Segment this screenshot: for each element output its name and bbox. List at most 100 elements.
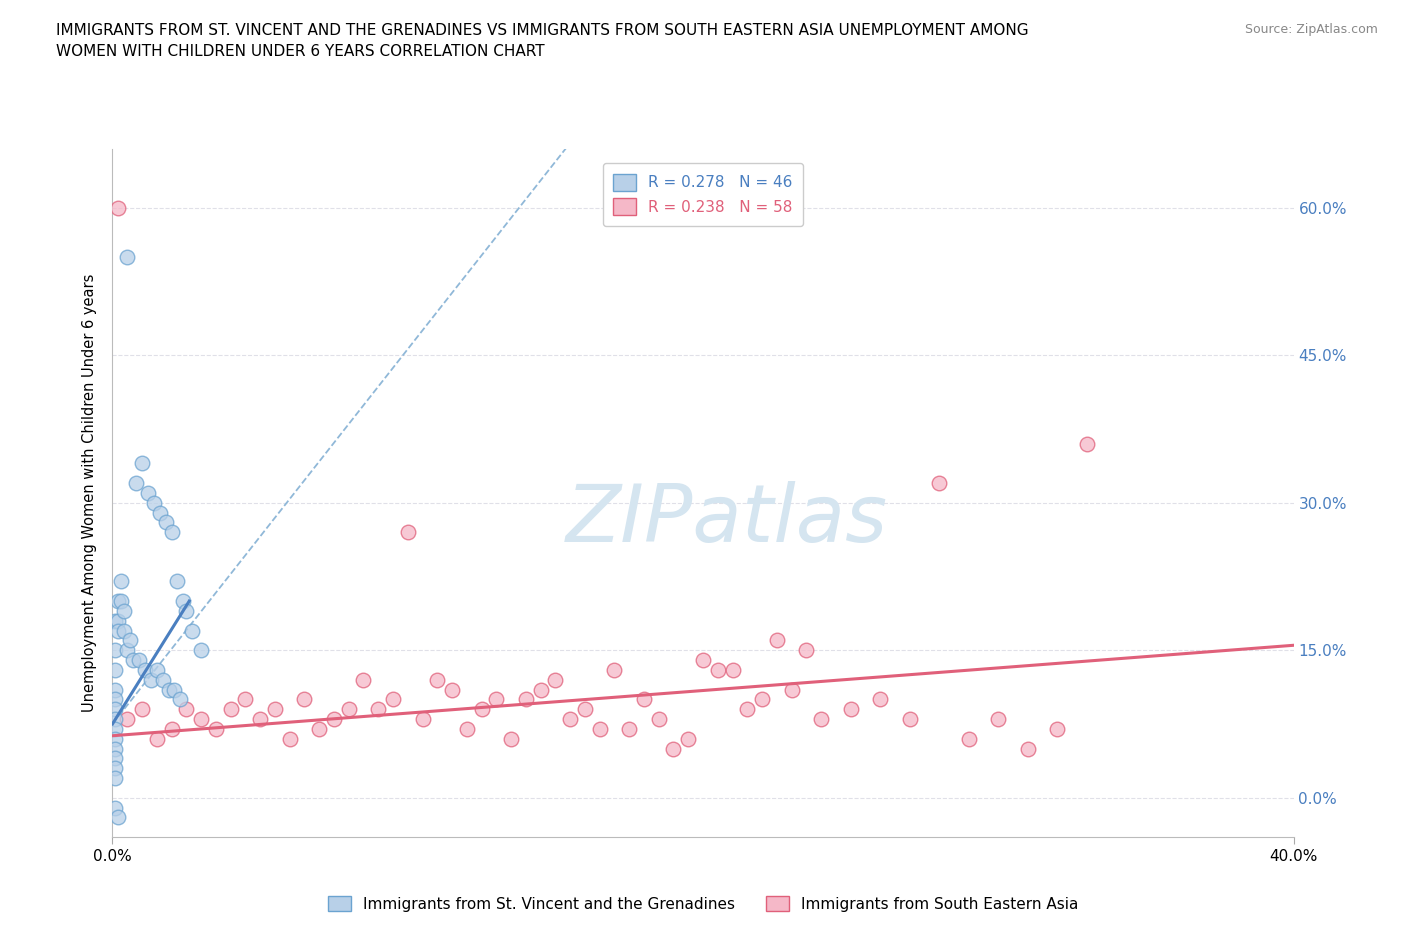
Point — [107, 200, 129, 215]
Point — [603, 662, 626, 677]
Point — [692, 653, 714, 668]
Point — [139, 672, 162, 687]
Point — [249, 711, 271, 726]
Point — [104, 722, 127, 737]
Point — [174, 702, 197, 717]
Point — [678, 731, 700, 746]
Point — [104, 800, 127, 815]
Point — [107, 593, 129, 608]
Point — [107, 623, 129, 638]
Point — [174, 604, 197, 618]
Point — [233, 692, 256, 707]
Legend: Immigrants from St. Vincent and the Grenadines, Immigrants from South Eastern As: Immigrants from St. Vincent and the Gren… — [322, 889, 1084, 918]
Point — [278, 731, 301, 746]
Point — [957, 731, 980, 746]
Point — [558, 711, 582, 726]
Point — [149, 505, 172, 520]
Point — [136, 485, 159, 500]
Legend: R = 0.278   N = 46, R = 0.238   N = 58: R = 0.278 N = 46, R = 0.238 N = 58 — [603, 164, 803, 226]
Point — [633, 692, 655, 707]
Point — [987, 711, 1010, 726]
Point — [190, 711, 212, 726]
Point — [647, 711, 671, 726]
Point — [337, 702, 360, 717]
Point — [128, 653, 150, 668]
Point — [117, 249, 138, 264]
Y-axis label: Unemployment Among Women with Children Under 6 years: Unemployment Among Women with Children U… — [82, 273, 97, 712]
Point — [104, 702, 127, 717]
Point — [1046, 722, 1069, 737]
Point — [470, 702, 494, 717]
Point — [110, 593, 132, 608]
Point — [104, 643, 127, 658]
Point — [411, 711, 433, 726]
Point — [441, 682, 464, 697]
Point — [157, 682, 180, 697]
Point — [396, 525, 419, 539]
Point — [112, 604, 135, 618]
Point — [706, 662, 728, 677]
Point — [110, 574, 132, 589]
Point — [117, 711, 138, 726]
Point — [737, 702, 759, 717]
Point — [104, 761, 127, 776]
Point — [544, 672, 567, 687]
Point — [766, 633, 789, 648]
Point — [928, 475, 950, 490]
Point — [382, 692, 405, 707]
Point — [104, 662, 127, 677]
Point — [120, 633, 142, 648]
Point — [104, 751, 127, 765]
Point — [112, 623, 135, 638]
Point — [574, 702, 596, 717]
Point — [352, 672, 374, 687]
Point — [810, 711, 832, 726]
Point — [588, 722, 610, 737]
Text: ZIPatlas: ZIPatlas — [565, 482, 887, 560]
Point — [155, 515, 177, 530]
Point — [146, 662, 169, 677]
Point — [122, 653, 145, 668]
Point — [134, 662, 156, 677]
Point — [796, 643, 818, 658]
Point — [163, 682, 186, 697]
Text: Source: ZipAtlas.com: Source: ZipAtlas.com — [1244, 23, 1378, 36]
Point — [104, 692, 127, 707]
Point — [131, 456, 153, 471]
Point — [264, 702, 287, 717]
Point — [898, 711, 921, 726]
Point — [160, 525, 183, 539]
Point — [219, 702, 242, 717]
Point — [125, 475, 148, 490]
Point — [190, 643, 212, 658]
Point — [104, 711, 127, 726]
Point — [166, 574, 188, 589]
Point — [104, 771, 127, 786]
Point — [869, 692, 891, 707]
Point — [1017, 741, 1039, 756]
Point — [323, 711, 346, 726]
Point — [172, 593, 194, 608]
Point — [529, 682, 551, 697]
Point — [107, 810, 129, 825]
Point — [721, 662, 744, 677]
Point — [107, 613, 129, 628]
Point — [142, 496, 165, 511]
Point — [104, 731, 127, 746]
Point — [104, 613, 127, 628]
Point — [205, 722, 228, 737]
Point — [131, 702, 153, 717]
Point — [426, 672, 449, 687]
Point — [1076, 436, 1098, 451]
Point — [117, 643, 138, 658]
Point — [308, 722, 330, 737]
Point — [160, 722, 183, 737]
Point — [751, 692, 773, 707]
Point — [485, 692, 508, 707]
Point — [662, 741, 685, 756]
Point — [169, 692, 191, 707]
Point — [780, 682, 803, 697]
Point — [104, 682, 127, 697]
Point — [515, 692, 537, 707]
Point — [501, 731, 523, 746]
